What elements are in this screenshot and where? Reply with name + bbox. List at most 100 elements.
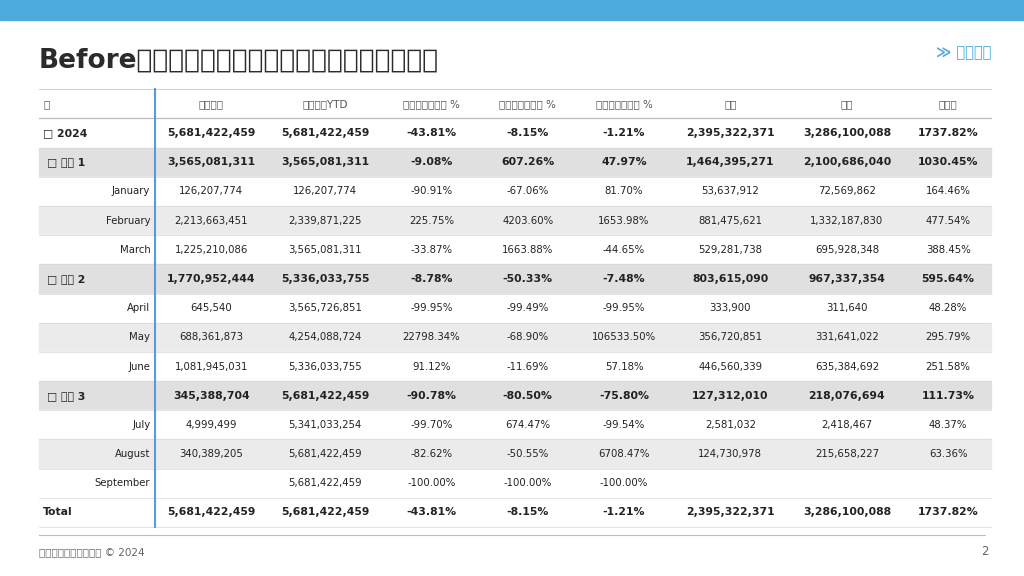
Text: -43.81%: -43.81%: [407, 507, 457, 517]
Text: 1,332,187,830: 1,332,187,830: [810, 215, 884, 226]
Text: -50.55%: -50.55%: [507, 449, 549, 459]
Text: 5,681,422,459: 5,681,422,459: [167, 507, 255, 517]
Text: 2: 2: [981, 545, 988, 558]
Text: June: June: [128, 362, 151, 372]
Bar: [39, 498, 991, 527]
Text: 72,569,862: 72,569,862: [818, 187, 876, 196]
Text: -75.80%: -75.80%: [599, 391, 649, 401]
Text: 2,213,663,451: 2,213,663,451: [174, 215, 248, 226]
Text: 22798.34%: 22798.34%: [402, 332, 461, 342]
Text: -8.78%: -8.78%: [411, 274, 453, 284]
Text: 4,999,499: 4,999,499: [185, 420, 237, 430]
Text: 年: 年: [43, 99, 49, 109]
Text: 1030.45%: 1030.45%: [918, 157, 978, 167]
Text: -99.70%: -99.70%: [411, 420, 453, 430]
Text: 5,341,033,254: 5,341,033,254: [289, 420, 361, 430]
Text: 1653.98%: 1653.98%: [598, 215, 649, 226]
Text: 695,928,348: 695,928,348: [815, 245, 879, 255]
Text: 營收與去年相比 %: 營收與去年相比 %: [403, 99, 460, 109]
Text: 91.12%: 91.12%: [413, 362, 451, 372]
Text: April: April: [127, 303, 151, 313]
Text: 126,207,774: 126,207,774: [293, 187, 357, 196]
Text: 345,388,704: 345,388,704: [173, 391, 250, 401]
Text: 595.64%: 595.64%: [922, 274, 975, 284]
Text: February: February: [105, 215, 151, 226]
Text: □ 季度 2: □ 季度 2: [47, 274, 85, 284]
Text: -100.00%: -100.00%: [600, 478, 648, 488]
Text: 881,475,621: 881,475,621: [698, 215, 762, 226]
Text: -99.95%: -99.95%: [603, 303, 645, 313]
Text: 803,615,090: 803,615,090: [692, 274, 768, 284]
Text: 先行智庫股份有限公司 © 2024: 先行智庫股份有限公司 © 2024: [39, 547, 144, 557]
Text: 333,900: 333,900: [710, 303, 752, 313]
Text: -100.00%: -100.00%: [408, 478, 456, 488]
Text: 6708.47%: 6708.47%: [598, 449, 649, 459]
Text: -99.49%: -99.49%: [507, 303, 549, 313]
Text: -90.78%: -90.78%: [407, 391, 457, 401]
Text: 2,339,871,225: 2,339,871,225: [289, 215, 361, 226]
Text: 48.37%: 48.37%: [929, 420, 968, 430]
Text: 1737.82%: 1737.82%: [918, 507, 979, 517]
Text: -99.95%: -99.95%: [411, 303, 453, 313]
Text: 2,100,686,040: 2,100,686,040: [803, 157, 891, 167]
Text: 674.47%: 674.47%: [505, 420, 550, 430]
Text: March: March: [120, 245, 151, 255]
Bar: [39, 177, 991, 206]
Text: 1737.82%: 1737.82%: [918, 128, 979, 138]
Text: 4203.60%: 4203.60%: [502, 215, 553, 226]
Text: 3,286,100,088: 3,286,100,088: [803, 128, 891, 138]
Text: 645,540: 645,540: [190, 303, 232, 313]
Text: 48.28%: 48.28%: [929, 303, 968, 313]
Bar: [39, 439, 991, 469]
Text: 688,361,873: 688,361,873: [179, 332, 243, 342]
Text: 124,730,978: 124,730,978: [698, 449, 762, 459]
Text: January: January: [112, 187, 151, 196]
Text: -9.08%: -9.08%: [411, 157, 453, 167]
Text: July: July: [132, 420, 151, 430]
Text: 127,312,010: 127,312,010: [692, 391, 769, 401]
Text: 5,681,422,459: 5,681,422,459: [289, 449, 361, 459]
Text: 5,681,422,459: 5,681,422,459: [167, 128, 255, 138]
Text: -82.62%: -82.62%: [411, 449, 453, 459]
Bar: [39, 469, 991, 498]
Text: 今年營收YTD: 今年營收YTD: [302, 99, 348, 109]
Text: 毛利率: 毛利率: [939, 99, 957, 109]
Text: -33.87%: -33.87%: [411, 245, 453, 255]
Text: -11.69%: -11.69%: [507, 362, 549, 372]
Text: 1,081,945,031: 1,081,945,031: [174, 362, 248, 372]
Text: 營收與上月相比 %: 營收與上月相比 %: [596, 99, 652, 109]
Text: 311,640: 311,640: [826, 303, 867, 313]
Text: 215,658,227: 215,658,227: [815, 449, 879, 459]
Text: -8.15%: -8.15%: [507, 507, 549, 517]
Text: □ 季度 1: □ 季度 1: [47, 157, 85, 167]
Bar: [39, 206, 991, 235]
Text: 607.26%: 607.26%: [501, 157, 554, 167]
Text: 106533.50%: 106533.50%: [592, 332, 656, 342]
Text: 3,565,081,311: 3,565,081,311: [281, 157, 370, 167]
Text: 47.97%: 47.97%: [601, 157, 647, 167]
Bar: [39, 352, 991, 381]
Bar: [0, 0, 1024, 20]
Text: -80.50%: -80.50%: [503, 391, 553, 401]
Text: 111.73%: 111.73%: [922, 391, 975, 401]
Text: -68.90%: -68.90%: [507, 332, 549, 342]
Text: -1.21%: -1.21%: [603, 507, 645, 517]
Text: 1,770,952,444: 1,770,952,444: [167, 274, 255, 284]
Text: 5,681,422,459: 5,681,422,459: [281, 391, 370, 401]
Text: 5,681,422,459: 5,681,422,459: [281, 128, 370, 138]
Text: 635,384,692: 635,384,692: [815, 362, 879, 372]
Text: 1,464,395,271: 1,464,395,271: [686, 157, 774, 167]
Text: 1,225,210,086: 1,225,210,086: [174, 245, 248, 255]
Text: 5,681,422,459: 5,681,422,459: [281, 507, 370, 517]
Bar: [39, 294, 991, 323]
Text: -7.48%: -7.48%: [603, 274, 645, 284]
Text: -90.91%: -90.91%: [411, 187, 453, 196]
Bar: [39, 323, 991, 352]
Text: 218,076,694: 218,076,694: [809, 391, 885, 401]
Text: 388.45%: 388.45%: [926, 245, 971, 255]
Text: 3,286,100,088: 3,286,100,088: [803, 507, 891, 517]
Text: 340,389,205: 340,389,205: [179, 449, 243, 459]
Text: 529,281,738: 529,281,738: [698, 245, 762, 255]
Text: -67.06%: -67.06%: [507, 187, 549, 196]
Text: 2,581,032: 2,581,032: [705, 420, 756, 430]
